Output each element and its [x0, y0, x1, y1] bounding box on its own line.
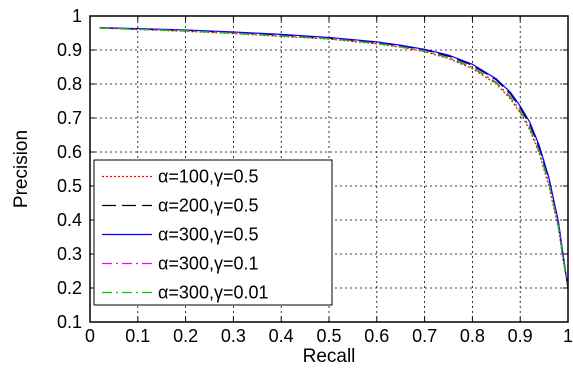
y-tick-label: 0.7	[57, 108, 82, 128]
y-tick-label: 0.5	[57, 176, 82, 196]
y-tick-label: 0.8	[57, 74, 82, 94]
x-tick-label: 0.8	[460, 326, 485, 346]
x-tick-label: 0.6	[364, 326, 389, 346]
legend-label: α=100,γ=0.5	[158, 167, 259, 187]
x-tick-label: 0.3	[221, 326, 246, 346]
y-tick-label: 0.9	[57, 40, 82, 60]
tick-marks	[89, 15, 569, 323]
y-tick-label: 0.1	[57, 312, 82, 332]
x-tick-label: 1	[563, 326, 573, 346]
x-tick-label: 0.9	[508, 326, 533, 346]
series-line-5	[99, 27, 569, 289]
legend-box	[93, 159, 333, 306]
x-tick-label: 0.5	[316, 326, 341, 346]
x-tick-label: 0	[85, 326, 95, 346]
x-tick-label: 0.1	[125, 326, 150, 346]
y-tick-label: 0.3	[57, 244, 82, 264]
x-tick-label: 0.2	[173, 326, 198, 346]
y-tick-label: 0.2	[57, 278, 82, 298]
legend-label: α=300,γ=0.5	[158, 225, 259, 245]
series-lines	[99, 26, 569, 289]
x-tick-label: 0.4	[269, 326, 294, 346]
y-tick-label: 0.4	[57, 210, 82, 230]
legend-label: α=300,γ=0.1	[158, 254, 259, 274]
series-line-3	[99, 26, 569, 289]
x-tick-label: 0.7	[412, 326, 437, 346]
tick-labels: 0 0.1 0.2 0.3 0.4 0.5 0.6 0.7 0.8 0.9 10.10.20.30.…	[57, 6, 573, 346]
legend: α=100,γ=0.5 α=200,γ=0.5 α=300,γ=0.5 α=300,γ…	[93, 159, 333, 306]
y-tick-label: 0.6	[57, 142, 82, 162]
y-tick-label: 1	[72, 6, 82, 26]
x-axis-label: Recall	[303, 346, 356, 367]
y-axis-label: Precision	[11, 130, 32, 208]
legend-label: α=200,γ=0.5	[158, 196, 259, 216]
legend-label: α=300,γ=0.01	[158, 283, 269, 303]
